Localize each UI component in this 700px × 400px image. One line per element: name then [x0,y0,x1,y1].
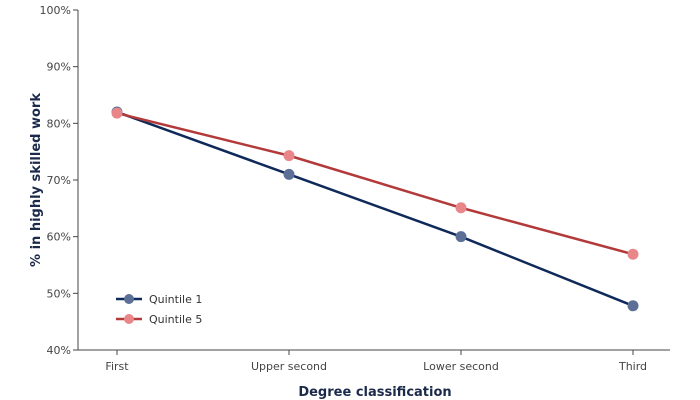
series-line [116,110,634,307]
x-tick-label: Lower second [423,360,499,373]
x-tick-label: Upper second [251,360,327,373]
legend-marker-swatch [124,314,134,324]
x-tick-label: Third [618,360,647,373]
y-tick-label: 90% [47,61,71,74]
x-tick-label: First [105,360,129,373]
y-tick-label: 80% [47,117,71,130]
data-point[interactable] [455,231,467,243]
legend-marker-swatch [124,294,134,304]
legend-label: Quintile 5 [149,313,202,326]
series-quintile-1 [111,106,639,312]
y-tick-label: 70% [47,174,71,187]
data-point[interactable] [627,300,639,312]
y-axis: 40% 50% 60% 70% 80% 90% 100% [40,4,79,357]
y-tick-label: 40% [47,344,71,357]
data-point[interactable] [627,248,639,260]
series-quintile-5 [111,107,639,260]
data-point[interactable] [283,168,295,180]
data-point[interactable] [111,107,123,119]
legend-item[interactable]: Quintile 5 [116,313,202,326]
legend: Quintile 1 Quintile 5 [116,293,202,326]
y-tick-label: 100% [40,4,71,17]
data-point[interactable] [283,150,295,162]
data-point[interactable] [455,202,467,214]
series-layer [111,106,639,312]
series-line [116,111,634,256]
y-axis-title: % in highly skilled work [29,93,44,267]
x-axis-title: Degree classification [298,385,451,400]
y-tick-label: 50% [47,287,71,300]
legend-label: Quintile 1 [149,293,202,306]
x-axis: First Upper second Lower second Third [78,349,670,373]
y-tick-label: 60% [47,231,71,244]
legend-item[interactable]: Quintile 1 [116,293,202,306]
